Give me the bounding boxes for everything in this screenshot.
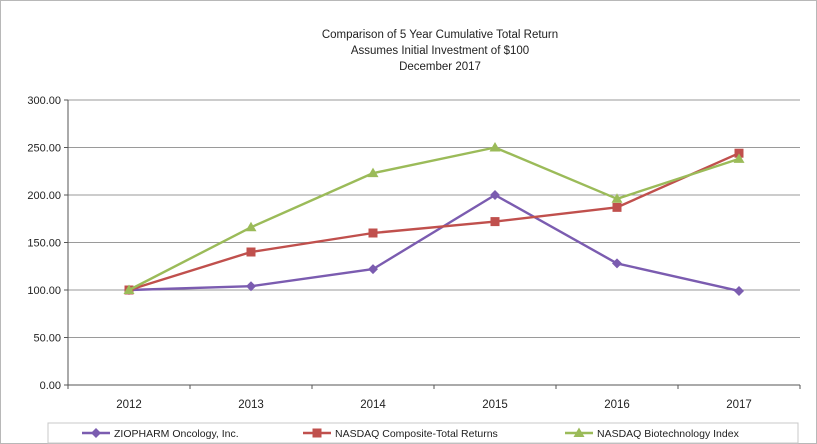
chart-title: Comparison of 5 Year Cumulative Total Re…	[322, 29, 558, 73]
x-tick-label: 2017	[726, 399, 752, 411]
legend: ZIOPHARM Oncology, Inc. NASDAQ Composite-…	[47, 422, 799, 444]
y-tick-label: 0.00	[40, 380, 61, 392]
series-line	[128, 146, 740, 292]
x-tick-label: 2014	[360, 399, 386, 411]
data-point	[367, 167, 379, 178]
data-point	[612, 202, 622, 212]
data-point	[246, 281, 256, 292]
legend-box	[47, 422, 799, 444]
axes	[64, 99, 801, 389]
x-axis-ticks: 2012 2013 2014 2015 2016 2017	[116, 399, 752, 411]
data-point	[611, 193, 623, 203]
chart-title-line-3: December 2017	[399, 61, 481, 73]
data-point	[734, 148, 744, 158]
x-tick-label: 2015	[482, 399, 508, 411]
legend-label: ZIOPHARM Oncology, Inc.	[114, 428, 239, 440]
x-tick-label: 2013	[238, 399, 264, 411]
data-point	[368, 264, 378, 275]
y-tick-label: 200.00	[27, 190, 61, 202]
legend-swatch-marker	[573, 427, 585, 437]
data-point	[246, 247, 256, 257]
data-point	[368, 228, 378, 238]
data-point	[490, 217, 500, 227]
legend-swatch-marker	[91, 428, 101, 438]
legend-label: NASDAQ Biotechnology Index	[597, 428, 740, 440]
series-3	[123, 142, 745, 294]
chart-title-line-2: Assumes Initial Investment of $100	[351, 45, 529, 57]
y-axis-ticks: 0.00 50.00 100.00 150.00 200.00 250.00 300.00	[27, 95, 61, 392]
data-point	[489, 142, 501, 152]
x-tick-label: 2012	[116, 399, 142, 411]
y-tick-label: 150.00	[27, 238, 61, 250]
data-point	[123, 284, 135, 294]
x-tick-label: 2016	[604, 399, 630, 411]
y-tick-label: 300.00	[27, 95, 61, 107]
chart-title-line-1: Comparison of 5 Year Cumulative Total Re…	[322, 29, 558, 41]
legend-swatch-marker	[312, 428, 322, 438]
legend-label: NASDAQ Composite-Total Returns	[335, 428, 498, 440]
series-group	[123, 142, 745, 296]
y-tick-label: 250.00	[27, 143, 61, 155]
y-tick-label: 50.00	[33, 333, 61, 345]
y-tick-label: 100.00	[27, 285, 61, 297]
gridlines	[68, 99, 800, 338]
series-2	[124, 148, 744, 295]
data-point	[733, 153, 745, 163]
data-point	[734, 285, 744, 296]
series-line	[128, 193, 740, 293]
data-point	[490, 190, 500, 200]
data-point	[612, 258, 622, 269]
data-point	[245, 221, 257, 232]
series-line	[128, 152, 740, 292]
